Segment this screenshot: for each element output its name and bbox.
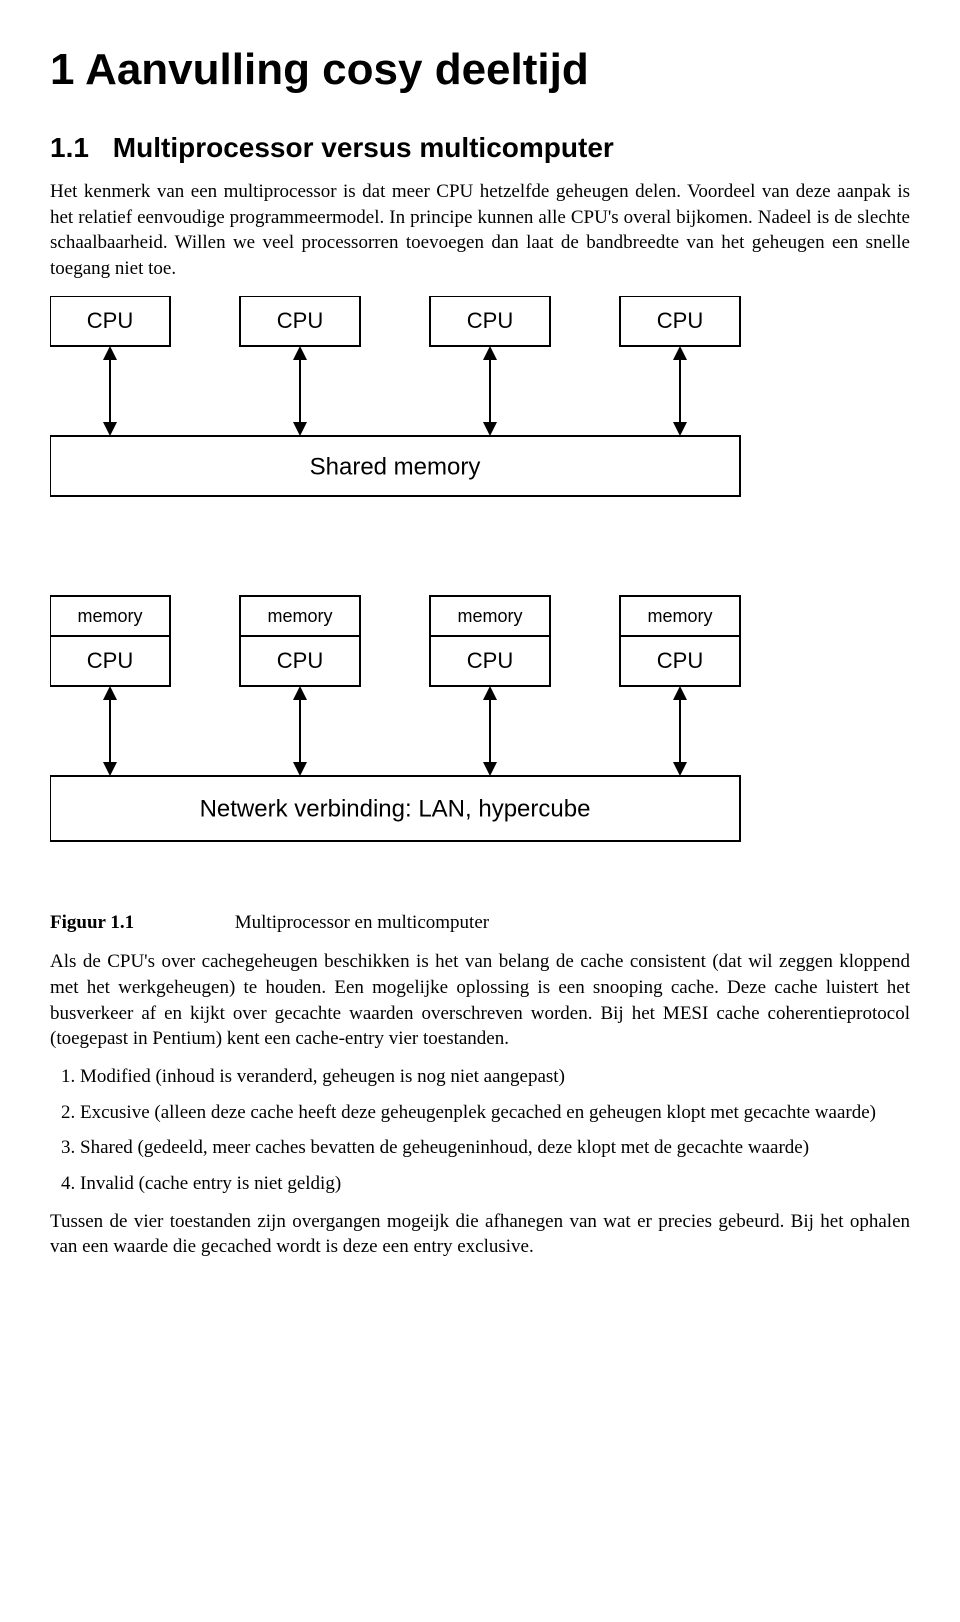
mesi-state-list: Modified (inhoud is veranderd, geheugen … [50, 1064, 910, 1197]
section-number: 1.1 [50, 129, 105, 167]
memory-box-label: memory [457, 606, 522, 626]
section-heading: 1.1 Multiprocessor versus multicomputer [50, 129, 910, 167]
memory-box-label: memory [647, 606, 712, 626]
cpu-box-label: CPU [87, 648, 133, 673]
cpu-box-label: CPU [467, 648, 513, 673]
shared-memory-label: Shared memory [310, 453, 481, 480]
multicomputer-node-row: memory CPU memory CPU memory CPU memory … [50, 596, 740, 686]
paragraph-intro: Het kenmerk van een multiprocessor is da… [50, 179, 910, 282]
cpu-box-label: CPU [657, 648, 703, 673]
list-item: Invalid (cache entry is niet geldig) [80, 1171, 910, 1197]
paragraph-transitions: Tussen de vier toestanden zijn overgange… [50, 1209, 910, 1260]
section-title: Multiprocessor versus multicomputer [113, 132, 614, 163]
memory-box-label: memory [267, 606, 332, 626]
cpu-box-label: CPU [657, 308, 703, 333]
cpu-box-label: CPU [277, 648, 323, 673]
multiprocessor-cpu-row: CPU CPU CPU CPU [50, 296, 740, 346]
list-item: Excusive (alleen deze cache heeft deze g… [80, 1100, 910, 1126]
network-label: Netwerk verbinding: LAN, hypercube [200, 795, 591, 822]
figure-caption: Figuur 1.1 Multiprocessor en multicomput… [50, 910, 910, 936]
figure-number: Figuur 1.1 [50, 910, 230, 936]
cpu-box-label: CPU [467, 308, 513, 333]
list-item: Shared (gedeeld, meer caches bevatten de… [80, 1135, 910, 1161]
memory-box-label: memory [77, 606, 142, 626]
figure-multiprocessor-multicomputer: CPU CPU CPU CPU Shared memory memory CPU… [50, 296, 910, 896]
page-title: 1 Aanvulling cosy deeltijd [50, 40, 910, 99]
paragraph-cache: Als de CPU's over cachegeheugen beschikk… [50, 949, 910, 1052]
figure-caption-text: Multiprocessor en multicomputer [235, 912, 489, 933]
cpu-box-label: CPU [277, 308, 323, 333]
list-item: Modified (inhoud is veranderd, geheugen … [80, 1064, 910, 1090]
cpu-box-label: CPU [87, 308, 133, 333]
